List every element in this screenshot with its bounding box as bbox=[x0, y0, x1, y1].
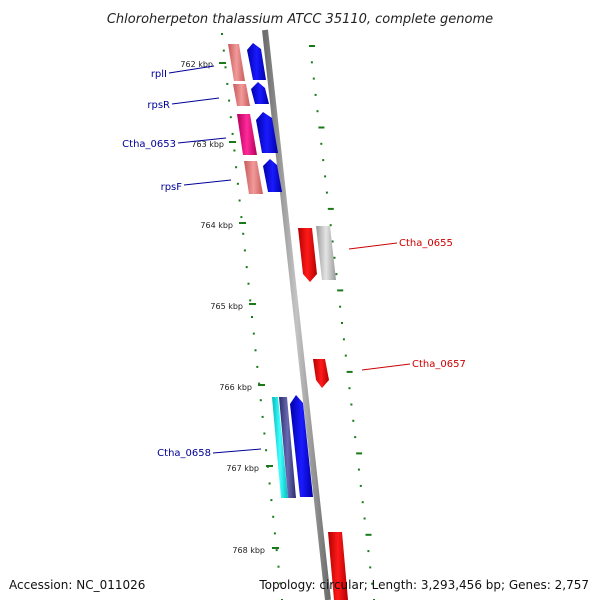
forward-genes bbox=[228, 43, 313, 498]
gene-rpsR-paired[interactable] bbox=[233, 84, 250, 106]
gene-ctha0658[interactable] bbox=[290, 395, 313, 497]
inner-tick-ring bbox=[221, 33, 283, 600]
genome-backbone bbox=[262, 29, 331, 600]
tick-label: 765 kbp bbox=[210, 302, 243, 311]
gene-ctha0655-paired[interactable] bbox=[316, 226, 336, 280]
gene-ctha0655[interactable] bbox=[298, 228, 317, 282]
gene-rpsF[interactable] bbox=[263, 159, 282, 192]
gene-label-ctha0655[interactable]: Ctha_0655 bbox=[399, 238, 453, 249]
tick-label: 768 kbp bbox=[232, 546, 265, 555]
gene-ctha0653-paired[interactable] bbox=[237, 114, 257, 155]
gene-label-rpsF[interactable]: rpsF bbox=[161, 182, 183, 193]
map-title: Chloroherpeton thalassium ATCC 35110, co… bbox=[107, 12, 493, 27]
coordinate-scale: 762 kbp 763 kbp 764 kbp 765 kbp 766 kbp … bbox=[180, 60, 279, 555]
gene-label-ctha0653[interactable]: Ctha_0653 bbox=[122, 139, 176, 150]
tick-label: 762 kbp bbox=[180, 60, 213, 69]
accession-text: Accession: NC_011026 bbox=[9, 578, 146, 592]
leader-ctha0658 bbox=[212, 448, 262, 454]
gene-ctha0657[interactable] bbox=[313, 359, 329, 388]
leader-ctha0657 bbox=[361, 363, 411, 371]
leader-ctha0655 bbox=[348, 242, 398, 250]
tick-label: 767 kbp bbox=[226, 464, 259, 473]
gene-label-rplI[interactable]: rplI bbox=[151, 69, 167, 80]
tick-label: 766 kbp bbox=[219, 383, 252, 392]
leader-rplI bbox=[168, 65, 215, 74]
label-leaders bbox=[168, 65, 411, 454]
leader-rpsF bbox=[183, 179, 232, 186]
gene-rpsR[interactable] bbox=[251, 82, 269, 104]
gene-ctha0658-slate[interactable] bbox=[279, 397, 296, 498]
genome-summary-text: Topology: circular; Length: 3,293,456 bp… bbox=[259, 578, 589, 592]
gene-labels: rplI rpsR Ctha_0653 rpsF Ctha_0655 Ctha_… bbox=[122, 69, 466, 459]
leader-ctha0653 bbox=[177, 137, 227, 144]
gene-partial-bottom[interactable] bbox=[328, 532, 348, 600]
gene-label-ctha0657[interactable]: Ctha_0657 bbox=[412, 359, 466, 370]
gene-label-rpsR[interactable]: rpsR bbox=[147, 100, 170, 111]
gene-label-ctha0658[interactable]: Ctha_0658 bbox=[157, 448, 211, 459]
gene-rplI-paired[interactable] bbox=[228, 44, 245, 81]
outer-tick-ring bbox=[309, 45, 375, 600]
tick-label: 764 kbp bbox=[200, 221, 233, 230]
tick-label: 763 kbp bbox=[191, 140, 224, 149]
gene-rplI[interactable] bbox=[247, 43, 266, 80]
gene-ctha0658-cyan[interactable] bbox=[272, 397, 288, 498]
gene-ctha0653[interactable] bbox=[256, 112, 278, 153]
gene-rpsF-paired[interactable] bbox=[244, 161, 263, 194]
reverse-genes bbox=[298, 226, 348, 600]
leader-rpsR bbox=[171, 97, 220, 105]
